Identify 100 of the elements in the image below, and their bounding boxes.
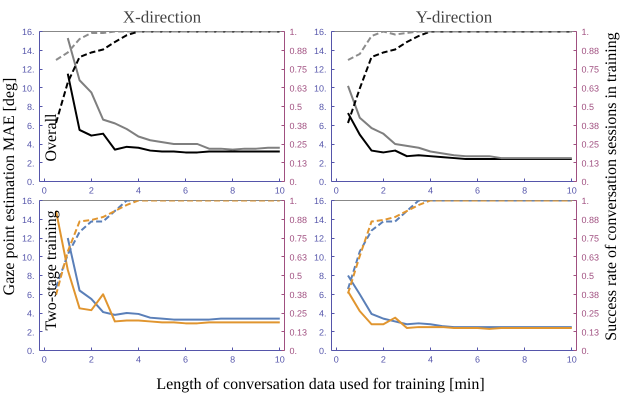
x-tick-label: 10 [274, 186, 285, 196]
y2-tick-label: 0. [582, 346, 590, 356]
x-tick-label: 0 [42, 186, 47, 196]
x-tick-label: 2 [380, 354, 386, 364]
x-axis-title: Length of conversation data used for training [min] [156, 376, 485, 393]
y2-tick-label: 1. [582, 196, 590, 206]
y2-tick-label: 0.75 [582, 234, 600, 244]
x-tick-label: 2 [380, 186, 386, 196]
y2-tick-label: 0.13 [290, 327, 308, 338]
y-tick-label: 0. [318, 346, 327, 356]
x-tick-label: 8 [522, 186, 528, 196]
x-tick-label: 10 [274, 354, 285, 364]
y2-tick-label: 1. [582, 27, 590, 37]
y2-tick-label: 0.63 [582, 83, 600, 94]
y2-tick-label: 0.75 [290, 234, 308, 244]
y2-tick-label: 0.88 [290, 214, 308, 225]
y-tick-label: 12. [22, 234, 35, 244]
y-tick-label: 6. [26, 120, 35, 131]
y-tick-label: 14. [314, 214, 327, 225]
y2-tick-label: 0.38 [582, 290, 600, 300]
y2-tick-label: 0.13 [582, 158, 600, 168]
y-tick-label: 0. [26, 346, 35, 356]
y-tick-label: 12. [314, 64, 327, 74]
y2-tick-label: 0.25 [290, 308, 308, 318]
y2-tick-label: 0.38 [290, 290, 308, 300]
y-tick-label: 0. [318, 177, 327, 187]
y2-tick-label: 0.63 [582, 252, 600, 262]
y-tick-label: 14. [22, 46, 35, 56]
y2-tick-label: 0.25 [290, 140, 308, 150]
x-tick-label: 8 [230, 186, 236, 196]
y2-axis-title: Success rate of conversation sessions in training [603, 32, 620, 341]
y-tick-label: 4. [318, 140, 327, 150]
y2-tick-label: 1. [290, 196, 298, 206]
y-tick-label: 0. [26, 177, 35, 187]
y-tick-label: 2. [26, 158, 35, 168]
y2-tick-label: 0.63 [290, 83, 308, 94]
y-tick-label: 4. [318, 308, 327, 318]
y2-tick-label: 0.38 [290, 120, 308, 131]
y-tick-label: 14. [22, 214, 35, 225]
x-tick-label: 6 [475, 354, 480, 364]
x-tick-label: 0 [42, 354, 47, 364]
y2-tick-label: 0.75 [582, 64, 600, 74]
y2-tick-label: 0.88 [582, 46, 600, 56]
y2-tick-label: 0.75 [290, 64, 308, 74]
y-tick-label: 10. [314, 252, 327, 262]
y-tick-label: 16. [314, 27, 327, 37]
y2-tick-label: 0.38 [582, 120, 600, 131]
y-tick-label: 2. [26, 327, 35, 338]
y2-tick-label: 0.5 [290, 102, 302, 112]
x-tick-label: 6 [183, 354, 188, 364]
y-tick-label: 10. [22, 252, 35, 262]
y-tick-label: 10. [22, 83, 35, 94]
x-tick-label: 10 [566, 354, 577, 364]
y2-tick-label: 0. [290, 346, 298, 356]
y-axis-title: Gaze point estimation MAE [deg] [1, 78, 18, 296]
y-tick-label: 2. [318, 327, 327, 338]
x-tick-label: 4 [136, 354, 141, 364]
x-tick-label: 2 [88, 354, 94, 364]
x-tick-label: 6 [475, 186, 480, 196]
y-tick-label: 16. [22, 196, 35, 206]
y-tick-label: 8. [318, 271, 327, 281]
y-tick-label: 4. [26, 140, 35, 150]
chart-title: X-direction [122, 8, 202, 26]
y2-tick-label: 0.25 [582, 140, 600, 150]
y2-tick-label: 0. [582, 177, 590, 187]
y2-tick-label: 0.5 [582, 271, 594, 281]
x-tick-label: 4 [136, 186, 141, 196]
y-tick-label: 2. [318, 158, 327, 168]
y-tick-label: 16. [314, 196, 327, 206]
y2-tick-label: 0.63 [290, 252, 308, 262]
x-tick-label: 0 [334, 354, 339, 364]
annotation: Two-stage training [43, 210, 60, 330]
y-tick-label: 10. [314, 83, 327, 94]
y-tick-label: 6. [318, 120, 327, 131]
y-tick-label: 8. [318, 102, 327, 112]
y2-tick-label: 0.5 [582, 102, 594, 112]
y2-tick-label: 0. [290, 177, 298, 187]
y-tick-label: 12. [22, 64, 35, 74]
line-series [66, 37, 281, 151]
annotation: Overall [43, 112, 60, 162]
y2-tick-label: 0.25 [582, 308, 600, 318]
y2-tick-label: 0.13 [582, 327, 600, 338]
line-series [346, 84, 573, 160]
y-tick-label: 16. [22, 27, 35, 37]
x-tick-label: 0 [334, 186, 339, 196]
y-tick-label: 8. [26, 271, 35, 281]
y-tick-label: 6. [26, 290, 35, 300]
y-tick-label: 12. [314, 234, 327, 244]
y-tick-label: 8. [26, 102, 35, 112]
y-tick-label: 6. [318, 290, 327, 300]
y2-tick-label: 0.13 [290, 158, 308, 168]
x-tick-label: 4 [428, 186, 433, 196]
y-tick-label: 14. [314, 46, 327, 56]
y2-tick-label: 1. [290, 27, 298, 37]
x-tick-label: 8 [230, 354, 236, 364]
y2-tick-label: 0.88 [582, 214, 600, 225]
y-tick-label: 4. [26, 308, 35, 318]
y2-tick-label: 0.88 [290, 46, 308, 56]
x-tick-label: 10 [566, 186, 577, 196]
chart-title: Y-direction [416, 8, 493, 26]
